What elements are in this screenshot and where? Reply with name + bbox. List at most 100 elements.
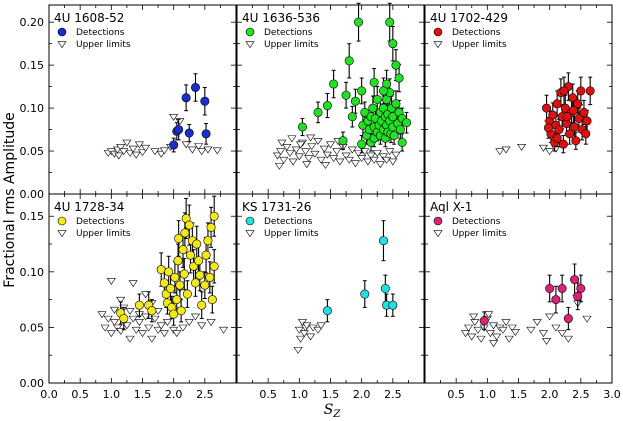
x-tick-label: 1.5 [322,388,340,401]
legend-upper-limit-label: Upper limits [264,229,319,239]
detection-point [174,125,184,135]
y-tick-label: 0.00 [20,377,45,390]
upper-limit-point [131,151,141,159]
detection-point [201,250,211,260]
x-tick-label: 0.5 [259,388,277,401]
upper-limit-point [341,152,351,160]
upper-limit-point [538,144,548,152]
y-axis-label: Fractional rms Amplitude [2,112,18,287]
detection-point [380,283,390,293]
detection-point [184,128,194,138]
upper-limit-point [128,280,138,288]
legend-upper-limit-marker [433,230,443,238]
upper-limit-point [169,113,179,121]
legend-detection-label: Detections [76,28,125,38]
upper-limit-point [369,156,379,164]
detection-point [565,129,575,139]
detection-point [205,272,215,282]
upper-limit-point [287,135,297,143]
upper-limit-point [388,158,398,166]
x-tick-label: 1.0 [291,388,309,401]
upper-limit-point [385,148,395,156]
upper-limit-point [469,313,479,321]
x-tick-label: 1.5 [134,388,152,401]
upper-limit-point [332,148,342,156]
upper-limit-point [470,319,480,326]
detection-point [182,289,192,299]
detection-point [166,283,176,293]
upper-limit-point [313,326,323,334]
detection-point [397,137,407,147]
upper-limit-point [162,319,172,326]
detection-point [545,283,555,293]
panel-5: 0.5 1.0 1.5 2.0 2.5 KS 1731-26 Detections Upper… [236,193,425,401]
detection-point [360,107,370,117]
upper-limit-point [325,141,336,149]
x-tick-label: 2.5 [196,388,214,401]
detection-point [203,236,213,246]
detection-point [582,116,592,126]
upper-limit-point [141,144,151,152]
detection-point [200,280,210,290]
legend-detection-label: Detections [76,217,125,227]
y-tick-label: 0.20 [20,16,45,29]
legend-detection-marker [245,216,255,226]
legend-upper-limit-label: Upper limits [76,229,131,239]
detection-point [562,112,572,122]
detection-point [175,280,185,290]
upper-limit-point [128,315,138,323]
panel-4: 0.00 0.05 0.10 0.15 0.0 0.5 1.0 1.5 2.0 2.5 4U 172… [20,193,237,401]
upper-limit-point [156,322,166,330]
upper-limit-point [122,322,132,330]
detection-point [313,107,323,117]
upper-limit-point [538,330,548,338]
x-axis-label-main: S [324,402,334,418]
legend-detection-marker [433,27,443,37]
upper-limit-point [137,330,148,338]
detection-point [119,314,129,324]
detection-point [159,278,169,288]
upper-limit-point [492,333,502,341]
legend-detection-label: Detections [264,217,313,227]
panel-title: 4U 1728-34 [54,200,124,214]
detection-point [206,222,216,232]
detection-point [297,122,307,132]
upper-limit-point [304,155,314,163]
y-tick-label: 0.05 [20,145,45,158]
x-tick-label: 0.0 [40,388,58,401]
legend-upper-limit-label: Upper limits [76,40,131,50]
upper-limit-point [473,326,483,334]
upper-limit-point [504,335,514,343]
upper-limit-point [276,148,286,156]
detection-point [557,283,567,293]
upper-limit-point [307,143,317,151]
x-tick-label: 2.0 [353,388,371,401]
legend-detection-marker [245,27,255,37]
upper-limit-point [329,155,339,163]
detection-point [190,82,200,92]
panel-6: 0.5 1.0 1.5 2.0 2.5 3.0 Aql X-1 Detections Upper… [424,193,621,401]
upper-limit-point [305,333,316,341]
upper-limit-point [116,144,126,151]
upper-limit-point [172,330,182,338]
upper-limit-point [109,306,120,314]
upper-limit-point [360,148,370,156]
upper-limit-point [197,148,207,156]
detection-point [574,113,584,123]
upper-limit-point [551,324,561,332]
upper-limit-point [296,141,306,149]
upper-limit-point [489,340,499,348]
upper-limit-point [350,160,360,168]
detection-point [542,103,552,113]
legend-upper-limit-label: Upper limits [264,40,319,50]
panel-title: 4U 1702-429 [430,11,508,25]
upper-limit-point [357,155,367,163]
detection-point [394,73,404,83]
upper-limit-point [282,144,292,151]
upper-limit-point [122,139,132,147]
upper-limit-point [507,324,517,332]
detection-point [388,300,398,310]
upper-limit-point [391,151,401,159]
upper-limit-point [294,153,304,161]
detection-point [559,86,569,96]
